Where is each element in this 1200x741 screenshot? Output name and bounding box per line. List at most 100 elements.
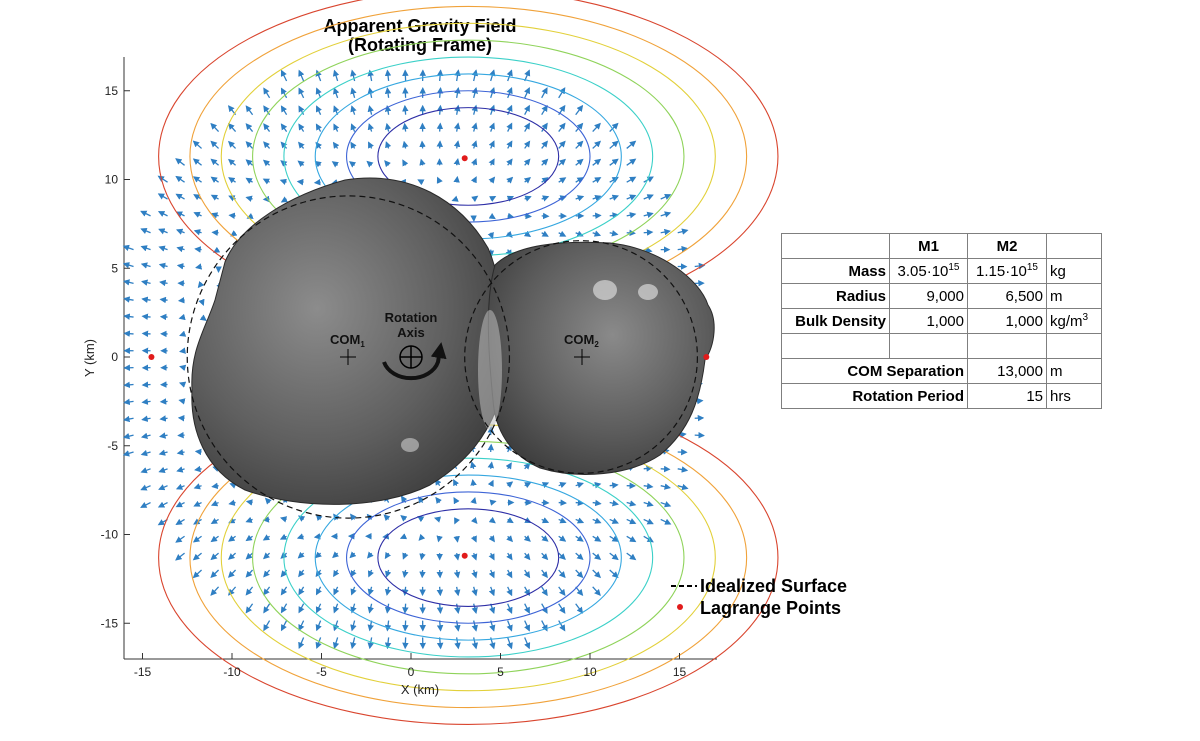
- field-arrow: [470, 535, 477, 543]
- field-arrow: [609, 535, 619, 542]
- field-arrow: [471, 69, 479, 82]
- field-arrow: [245, 123, 254, 132]
- cell-unit-mass: kg: [1046, 258, 1102, 284]
- field-arrow: [506, 535, 513, 543]
- body-m2-shape: [487, 241, 715, 475]
- field-arrow: [210, 158, 219, 166]
- field-arrow: [350, 637, 357, 650]
- field-arrow: [575, 195, 585, 202]
- field-arrow: [332, 637, 340, 650]
- field-arrow: [523, 535, 531, 542]
- cell-unit-density: kg/m3: [1046, 308, 1102, 334]
- field-arrow: [575, 535, 584, 542]
- field-arrow: [505, 462, 512, 470]
- field-arrow: [227, 122, 237, 133]
- field-arrow: [228, 535, 236, 542]
- field-arrow: [453, 569, 461, 579]
- field-arrow: [159, 415, 168, 422]
- contour-line: [377, 508, 560, 607]
- y-tick-label: -15: [101, 616, 119, 630]
- field-arrow: [643, 518, 654, 525]
- field-arrow: [158, 466, 168, 473]
- field-arrow: [263, 603, 271, 614]
- field-arrow: [350, 569, 357, 578]
- field-arrow: [626, 552, 637, 561]
- field-arrow: [157, 501, 168, 508]
- field-arrow: [210, 122, 220, 133]
- field-arrow: [157, 175, 168, 183]
- field-arrow: [471, 637, 479, 650]
- field-arrow: [488, 586, 495, 597]
- field-arrow: [175, 228, 185, 235]
- field-arrow: [558, 158, 566, 166]
- field-arrow: [660, 211, 672, 218]
- field-arrow: [471, 86, 478, 99]
- field-arrow: [609, 158, 619, 166]
- contour-line: [283, 457, 654, 658]
- field-arrow: [417, 496, 425, 504]
- field-arrow: [558, 499, 567, 506]
- field-arrow: [228, 499, 236, 506]
- field-arrow: [592, 230, 602, 237]
- field-arrow: [592, 517, 602, 524]
- field-arrow: [384, 87, 392, 98]
- field-arrow: [609, 569, 619, 579]
- field-arrow: [489, 195, 497, 202]
- field-arrow: [176, 449, 185, 456]
- field-arrow: [140, 432, 151, 440]
- field-arrow: [609, 517, 619, 524]
- field-arrow: [194, 246, 202, 253]
- field-arrow: [367, 586, 374, 596]
- field-arrow: [263, 586, 271, 596]
- idealized-surface: [186, 195, 698, 519]
- field-arrow: [175, 483, 185, 490]
- field-arrow: [367, 569, 374, 578]
- field-arrow: [179, 347, 186, 354]
- field-arrow: [626, 500, 637, 507]
- field-arrow: [227, 140, 237, 149]
- field-arrow: [506, 620, 513, 632]
- field-arrow: [350, 87, 357, 99]
- field-arrow: [609, 194, 619, 201]
- field-arrow: [262, 552, 271, 560]
- field-arrow: [506, 552, 513, 561]
- field-arrow: [367, 620, 374, 632]
- field-arrow: [470, 496, 477, 505]
- field-arrow: [400, 515, 408, 522]
- field-arrow: [488, 535, 495, 543]
- table-row-bulk-density: Bulk Density 1,000 1,000 kg/m3: [781, 308, 1102, 334]
- field-arrow: [141, 279, 151, 286]
- field-arrow: [487, 461, 495, 469]
- field-arrow: [523, 176, 532, 184]
- x-tick-label: 15: [673, 665, 687, 679]
- row-label: Radius: [781, 283, 890, 309]
- field-arrow: [523, 569, 531, 579]
- field-arrow: [366, 551, 374, 559]
- field-arrow: [245, 177, 253, 184]
- table-header-m1: M1: [889, 233, 968, 259]
- field-arrow: [436, 86, 444, 98]
- field-arrow: [454, 586, 461, 597]
- field-arrow: [315, 620, 322, 632]
- field-arrow: [541, 122, 548, 132]
- field-arrow: [524, 637, 531, 650]
- field-arrow: [280, 105, 288, 116]
- field-arrow: [471, 620, 478, 632]
- field-arrow: [157, 211, 168, 217]
- lagrange-point: [461, 552, 468, 559]
- field-arrow: [177, 296, 185, 304]
- surface-highlight-2: [593, 280, 617, 300]
- cell-empty-2: [967, 333, 1047, 359]
- field-arrow: [487, 231, 494, 240]
- legend-label-lagrange-points: Lagrange Points: [700, 598, 841, 618]
- field-arrow: [122, 450, 134, 457]
- field-arrow: [383, 514, 391, 522]
- field-arrow: [524, 69, 531, 82]
- field-arrow: [140, 449, 151, 457]
- field-arrow: [140, 210, 151, 217]
- field-arrow: [245, 159, 254, 166]
- field-arrow: [487, 479, 494, 487]
- field-arrow: [384, 69, 392, 82]
- field-arrow: [315, 69, 322, 82]
- field-arrow: [228, 552, 237, 560]
